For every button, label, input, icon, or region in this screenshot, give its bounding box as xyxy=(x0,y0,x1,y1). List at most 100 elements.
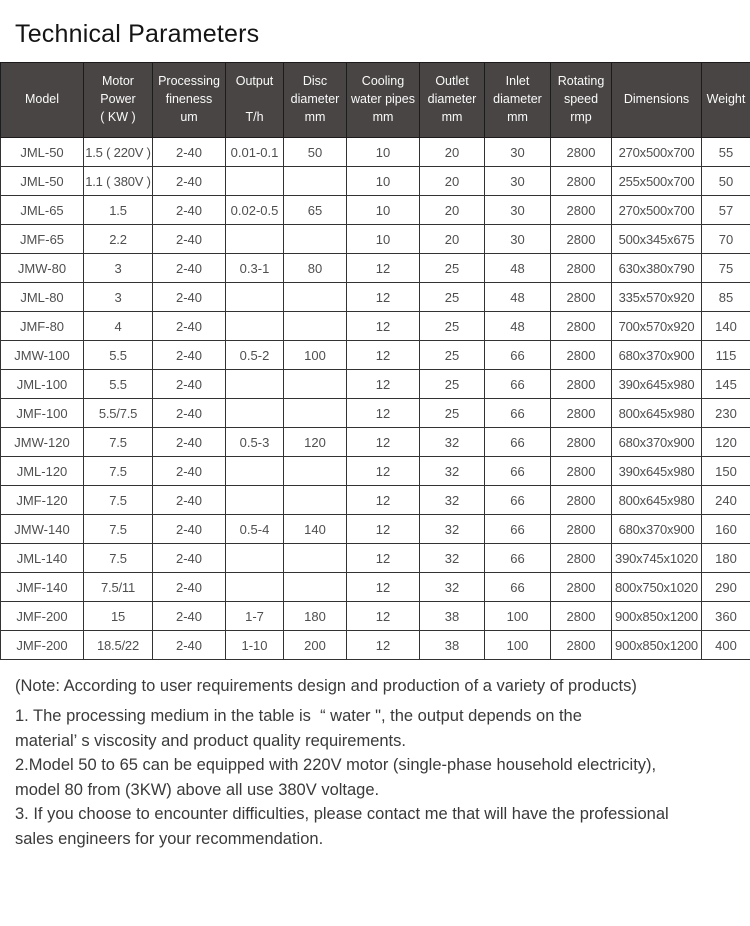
table-cell-processing-fineness: 2-40 xyxy=(153,196,226,225)
table-cell-inlet-diameter: 66 xyxy=(485,457,551,486)
table-cell-cooling-water-pipes: 10 xyxy=(347,138,420,167)
table-cell-weight: 115 xyxy=(702,341,750,370)
table-cell-dimensions: 255x500x700 xyxy=(612,167,702,196)
table-cell-dimensions: 900x850x1200 xyxy=(612,602,702,631)
table-cell-model: JMF-200 xyxy=(1,631,84,660)
table-cell-rotating-speed: 2800 xyxy=(551,515,612,544)
table-cell-weight: 160 xyxy=(702,515,750,544)
table-cell-rotating-speed: 2800 xyxy=(551,225,612,254)
table-cell-outlet-diameter: 25 xyxy=(420,254,485,283)
table-cell-output: 0.5-2 xyxy=(226,341,284,370)
table-cell-dimensions: 270x500x700 xyxy=(612,138,702,167)
table-cell-dimensions: 390x645x980 xyxy=(612,370,702,399)
table-cell-motor-power: 7.5 xyxy=(84,457,153,486)
column-header-output: Output T/h xyxy=(226,63,284,138)
table-cell-processing-fineness: 2-40 xyxy=(153,428,226,457)
column-header-cooling-water-pipes: Cooling water pipes mm xyxy=(347,63,420,138)
table-cell-motor-power: 15 xyxy=(84,602,153,631)
table-cell-processing-fineness: 2-40 xyxy=(153,631,226,660)
table-cell-dimensions: 270x500x700 xyxy=(612,196,702,225)
table-cell-cooling-water-pipes: 12 xyxy=(347,312,420,341)
table-cell-output: 0.5-4 xyxy=(226,515,284,544)
table-cell-weight: 400 xyxy=(702,631,750,660)
table-cell-cooling-water-pipes: 10 xyxy=(347,196,420,225)
table-cell-cooling-water-pipes: 12 xyxy=(347,602,420,631)
table-cell-rotating-speed: 2800 xyxy=(551,573,612,602)
table-cell-disc-diameter xyxy=(284,399,347,428)
table-cell-processing-fineness: 2-40 xyxy=(153,602,226,631)
table-cell-outlet-diameter: 32 xyxy=(420,544,485,573)
table-cell-inlet-diameter: 48 xyxy=(485,254,551,283)
table-cell-inlet-diameter: 66 xyxy=(485,399,551,428)
table-cell-rotating-speed: 2800 xyxy=(551,457,612,486)
table-cell-dimensions: 800x645x980 xyxy=(612,399,702,428)
table-cell-motor-power: 7.5 xyxy=(84,428,153,457)
column-header-model: Model xyxy=(1,63,84,138)
table-cell-inlet-diameter: 66 xyxy=(485,544,551,573)
table-cell-outlet-diameter: 32 xyxy=(420,457,485,486)
table-cell-processing-fineness: 2-40 xyxy=(153,254,226,283)
table-cell-processing-fineness: 2-40 xyxy=(153,341,226,370)
table-cell-disc-diameter xyxy=(284,225,347,254)
table-cell-dimensions: 800x645x980 xyxy=(612,486,702,515)
table-cell-inlet-diameter: 66 xyxy=(485,341,551,370)
table-cell-motor-power: 3 xyxy=(84,283,153,312)
column-header-dimensions: Dimensions xyxy=(612,63,702,138)
table-cell-disc-diameter: 100 xyxy=(284,341,347,370)
table-cell-output xyxy=(226,544,284,573)
table-cell-model: JMW-100 xyxy=(1,341,84,370)
table-cell-output: 0.5-3 xyxy=(226,428,284,457)
table-cell-processing-fineness: 2-40 xyxy=(153,399,226,428)
table-cell-weight: 360 xyxy=(702,602,750,631)
table-cell-weight: 120 xyxy=(702,428,750,457)
table-cell-disc-diameter xyxy=(284,573,347,602)
table-cell-output xyxy=(226,225,284,254)
table-cell-motor-power: 7.5 xyxy=(84,544,153,573)
table-cell-motor-power: 5.5 xyxy=(84,341,153,370)
table-cell-outlet-diameter: 20 xyxy=(420,196,485,225)
column-header-inlet-diameter: Inlet diameter mm xyxy=(485,63,551,138)
table-cell-cooling-water-pipes: 12 xyxy=(347,254,420,283)
table-cell-motor-power: 1.5 ( 220V ) xyxy=(84,138,153,167)
table-cell-dimensions: 680x370x900 xyxy=(612,428,702,457)
note-item-2: 2.Model 50 to 65 can be equipped with 22… xyxy=(15,753,742,802)
table-cell-model: JMF-100 xyxy=(1,399,84,428)
table-cell-processing-fineness: 2-40 xyxy=(153,138,226,167)
table-cell-output: 1-7 xyxy=(226,602,284,631)
table-cell-rotating-speed: 2800 xyxy=(551,167,612,196)
table-cell-weight: 57 xyxy=(702,196,750,225)
table-cell-dimensions: 630x380x790 xyxy=(612,254,702,283)
table-cell-processing-fineness: 2-40 xyxy=(153,457,226,486)
table-cell-model: JML-120 xyxy=(1,457,84,486)
table-cell-rotating-speed: 2800 xyxy=(551,312,612,341)
table-cell-inlet-diameter: 66 xyxy=(485,486,551,515)
table-cell-outlet-diameter: 20 xyxy=(420,138,485,167)
table-cell-motor-power: 1.1 ( 380V ) xyxy=(84,167,153,196)
table-cell-rotating-speed: 2800 xyxy=(551,428,612,457)
table-cell-model: JMW-120 xyxy=(1,428,84,457)
table-cell-output: 0.02-0.5 xyxy=(226,196,284,225)
note-heading: (Note: According to user requirements de… xyxy=(15,677,742,696)
table-cell-outlet-diameter: 20 xyxy=(420,167,485,196)
table-cell-cooling-water-pipes: 12 xyxy=(347,544,420,573)
table-cell-dimensions: 680x370x900 xyxy=(612,341,702,370)
table-cell-cooling-water-pipes: 10 xyxy=(347,225,420,254)
table-cell-motor-power: 5.5 xyxy=(84,370,153,399)
table-cell-rotating-speed: 2800 xyxy=(551,370,612,399)
table-cell-cooling-water-pipes: 12 xyxy=(347,399,420,428)
table-cell-model: JML-50 xyxy=(1,138,84,167)
table-cell-model: JMF-140 xyxy=(1,573,84,602)
table-cell-output xyxy=(226,283,284,312)
table-cell-output xyxy=(226,573,284,602)
table-cell-cooling-water-pipes: 12 xyxy=(347,428,420,457)
